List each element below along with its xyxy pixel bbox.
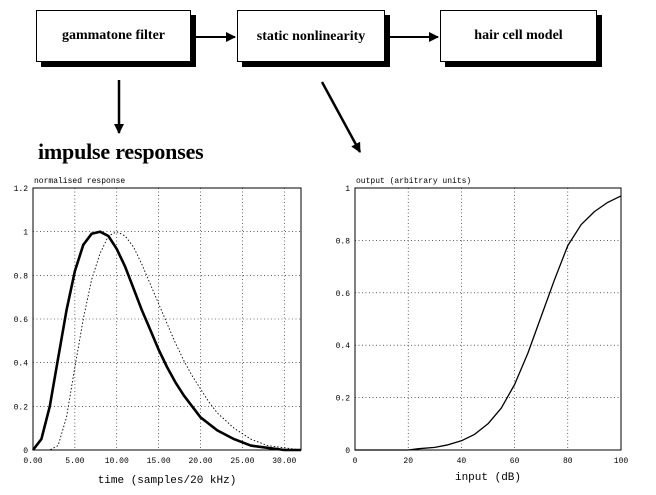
right-plot-ylabel: output (arbitrary units) <box>356 177 471 186</box>
x-tick-label: 5.00 <box>65 457 84 466</box>
left-plot-series <box>31 230 302 452</box>
y-tick-label: 0.8 <box>336 237 351 246</box>
arrow-nonlinearity-to-plot <box>320 81 362 153</box>
y-tick-label: 0.6 <box>14 316 29 325</box>
x-tick-label: 10.00 <box>105 457 129 466</box>
y-tick-label: 0 <box>345 447 350 456</box>
y-tick-label: 0.2 <box>14 403 29 412</box>
impulse-responses-heading: impulse responses <box>38 139 204 164</box>
x-tick-label: 0 <box>353 457 358 466</box>
left-plot-grid <box>33 188 301 450</box>
y-tick-label: 0.6 <box>336 290 351 299</box>
right-plot-grid <box>355 188 621 450</box>
right-plot-frame <box>354 187 622 451</box>
series-line-dotted <box>33 231 302 451</box>
gammatone-filter-label: gammatone filter <box>61 28 166 43</box>
y-tick-label: 0.2 <box>336 395 351 404</box>
right-plot-x-ticks: 0 20 40 60 80 100 <box>353 457 629 466</box>
x-tick-label: 100 <box>614 457 629 466</box>
right-plot: output (arbitrary units) 1 0.8 0.6 0.4 0.2 0 … <box>336 177 629 484</box>
left-plot-y-ticks: 1.2 1 0.8 0.6 0.4 0.2 0 <box>14 185 29 456</box>
left-plot-x-ticks: 0.00 5.00 10.00 15.00 20.00 25.00 30.00 <box>23 457 296 466</box>
y-tick-label: 0.8 <box>14 272 29 281</box>
x-tick-label: 40 <box>457 457 467 466</box>
series-line-solid <box>31 230 301 452</box>
y-tick-label: 1.2 <box>14 185 29 194</box>
x-tick-label: 15.00 <box>147 457 171 466</box>
left-plot-ylabel: normalised response <box>34 177 125 186</box>
x-tick-label: 60 <box>510 457 520 466</box>
right-plot-series <box>355 195 622 451</box>
x-tick-label: 30.00 <box>272 457 296 466</box>
x-tick-label: 20.00 <box>188 457 212 466</box>
y-tick-label: 1 <box>345 185 350 194</box>
hair-cell-model-label: hair cell model <box>474 28 563 43</box>
y-tick-label: 0.4 <box>336 342 351 351</box>
hair-cell-model-block: hair cell model <box>440 10 597 62</box>
x-tick-label: 0.00 <box>23 457 42 466</box>
x-tick-label: 20 <box>403 457 413 466</box>
y-tick-label: 0.4 <box>14 360 29 369</box>
static-nonlinearity-label: static nonlinearity <box>256 29 366 44</box>
right-plot-y-ticks: 1 0.8 0.6 0.4 0.2 0 <box>336 185 351 456</box>
series-line <box>355 195 622 451</box>
gammatone-filter-block: gammatone filter <box>36 10 191 62</box>
left-plot-xlabel: time (samples/20 kHz) <box>98 475 237 487</box>
x-tick-label: 25.00 <box>230 457 254 466</box>
right-plot-xlabel: input (dB) <box>455 472 521 484</box>
static-nonlinearity-block: static nonlinearity <box>237 10 385 62</box>
y-tick-label: 0 <box>23 447 28 456</box>
x-tick-label: 80 <box>563 457 573 466</box>
left-plot: normalised response 1.2 1 0.8 0.6 0.4 0.2 0 0.… <box>14 177 302 487</box>
y-tick-label: 1 <box>23 229 28 238</box>
